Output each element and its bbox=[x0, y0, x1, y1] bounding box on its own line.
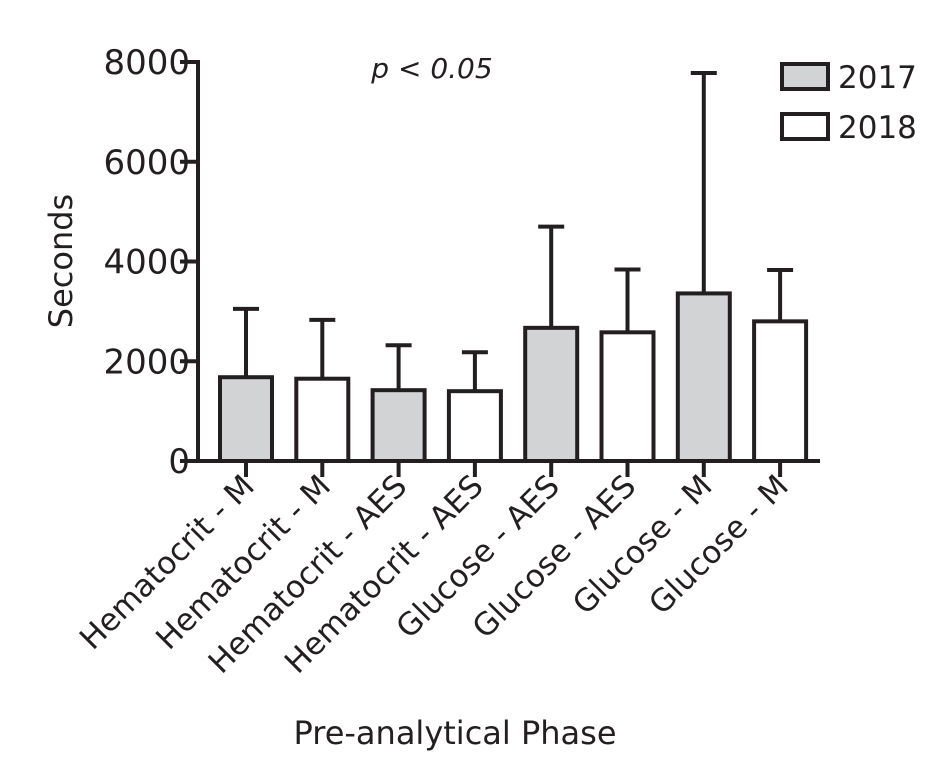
bars-layer bbox=[218, 70, 809, 464]
legend-label-2017: 2017 bbox=[838, 60, 917, 96]
y-tick-label: 8000 bbox=[103, 43, 190, 83]
bar-2017 bbox=[218, 375, 274, 463]
y-tick-label: 0 bbox=[168, 442, 190, 482]
legend-swatch-2017 bbox=[780, 62, 830, 91]
y-tick-label: 2000 bbox=[103, 342, 190, 382]
legend: 2017 2018 bbox=[780, 60, 917, 146]
legend-swatch-2018 bbox=[780, 112, 830, 141]
bar-2017 bbox=[370, 388, 427, 463]
bar-2018 bbox=[294, 376, 351, 463]
p-value-annotation: p < 0.05 bbox=[370, 52, 492, 85]
bar-2018 bbox=[599, 330, 656, 464]
y-tick-label: 6000 bbox=[103, 143, 190, 183]
bar-2018 bbox=[752, 319, 809, 463]
bar-2018 bbox=[446, 389, 503, 463]
x-axis-title: Pre-analytical Phase bbox=[294, 714, 617, 752]
bar-2017 bbox=[523, 325, 580, 463]
y-tick-label: 4000 bbox=[103, 243, 190, 283]
bar-2017 bbox=[675, 291, 732, 464]
legend-label-2018: 2018 bbox=[838, 110, 917, 146]
y-ticks: 0 2000 4000 6000 8000 bbox=[103, 43, 198, 482]
y-axis-title: Seconds bbox=[42, 194, 80, 328]
